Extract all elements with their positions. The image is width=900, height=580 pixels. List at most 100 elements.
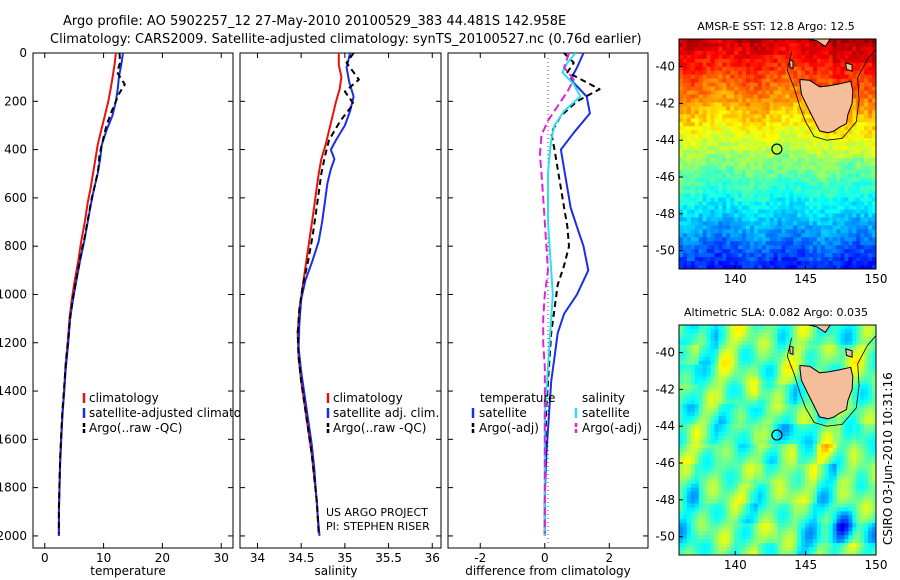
map-cell <box>789 165 794 171</box>
map-cell <box>805 237 810 242</box>
map-cell <box>789 396 794 401</box>
map-cell <box>773 201 779 207</box>
map-cell <box>679 197 684 203</box>
map-cell <box>690 253 696 258</box>
map-cell <box>734 154 739 159</box>
map-cell <box>730 257 735 262</box>
series-line-salinity-argo <box>538 53 575 534</box>
map-cell <box>844 177 850 183</box>
map-cell <box>738 364 743 370</box>
map-cell <box>832 237 838 242</box>
map-cell <box>809 237 814 242</box>
map-cell <box>742 62 747 68</box>
map-cell <box>781 348 786 354</box>
map-cell <box>801 146 806 151</box>
map-cell <box>706 58 712 64</box>
map-cell <box>856 463 861 469</box>
map-cell <box>769 42 775 48</box>
map-cell <box>690 209 696 215</box>
map-cell <box>836 432 842 437</box>
map-cell <box>765 416 771 421</box>
map-cell <box>805 459 810 465</box>
map-cell <box>777 404 783 409</box>
map-cell <box>753 189 759 195</box>
map-cell <box>789 447 794 453</box>
map-cell <box>761 86 767 92</box>
map-cell <box>690 475 696 481</box>
map-cell <box>852 348 857 354</box>
map-cell <box>757 54 763 60</box>
map-cell <box>812 325 818 330</box>
map-cell <box>734 197 739 203</box>
map-cell <box>730 332 735 338</box>
map-cell <box>864 463 869 469</box>
map-cell <box>694 142 700 147</box>
map-cell <box>848 455 853 461</box>
map-cell <box>690 58 696 64</box>
map-cell <box>757 74 763 80</box>
map-cell <box>797 138 802 143</box>
map-cell <box>872 440 876 445</box>
map-cell <box>761 165 767 171</box>
map-cell <box>860 400 865 405</box>
map-cell <box>694 443 700 449</box>
series-line-temperature-satellite <box>543 53 591 536</box>
map-cell <box>726 372 731 378</box>
map-cell <box>690 396 696 401</box>
map-cell <box>793 392 798 397</box>
map-cell <box>801 249 806 254</box>
map-cell <box>793 261 798 266</box>
map-cell <box>816 340 822 346</box>
map-cell <box>828 177 834 183</box>
map-cell <box>761 467 767 473</box>
map-cell <box>789 229 794 234</box>
map-cell <box>832 233 838 238</box>
map-cell <box>706 66 712 72</box>
map-cell <box>686 94 692 100</box>
map-cell <box>840 328 846 334</box>
map-cell <box>726 384 731 390</box>
map-cell <box>769 420 775 425</box>
map-cell <box>702 154 708 159</box>
map-cell <box>856 39 861 44</box>
map-cell <box>868 197 873 203</box>
map-cell <box>836 443 842 449</box>
map-cell <box>753 217 759 223</box>
map-cell <box>805 467 810 473</box>
map-cell <box>820 142 826 147</box>
map-cell <box>805 428 810 433</box>
map-cell <box>706 213 712 219</box>
map-cell <box>698 173 704 179</box>
map-cell <box>824 50 830 56</box>
map-cell <box>679 54 684 60</box>
map-cell <box>679 181 684 187</box>
map-cell <box>765 78 771 84</box>
map-cell <box>745 451 751 457</box>
map-cell <box>738 261 743 266</box>
map-cell <box>726 257 731 262</box>
map-cell <box>679 146 684 151</box>
map-cell <box>726 138 731 143</box>
map-cell <box>682 78 688 84</box>
map-cell <box>722 225 727 230</box>
map-cell <box>761 169 767 175</box>
map-cell <box>686 62 692 68</box>
map-cell <box>757 86 763 92</box>
map-cell <box>777 344 783 350</box>
map-cell <box>793 340 798 346</box>
map-cell <box>812 440 818 445</box>
map-cell <box>816 249 822 254</box>
map-cell <box>793 86 798 92</box>
map-cell <box>698 233 704 238</box>
map-cell <box>856 54 861 60</box>
map-cell <box>793 229 798 234</box>
map-cell <box>872 126 876 131</box>
map-cell <box>714 66 719 72</box>
map-cell <box>690 39 696 44</box>
map-cell <box>738 130 743 135</box>
map-cell <box>797 42 802 48</box>
map-cell <box>742 344 747 350</box>
map-cell <box>781 265 786 269</box>
map-cell <box>773 146 779 151</box>
map-cell <box>809 440 814 445</box>
